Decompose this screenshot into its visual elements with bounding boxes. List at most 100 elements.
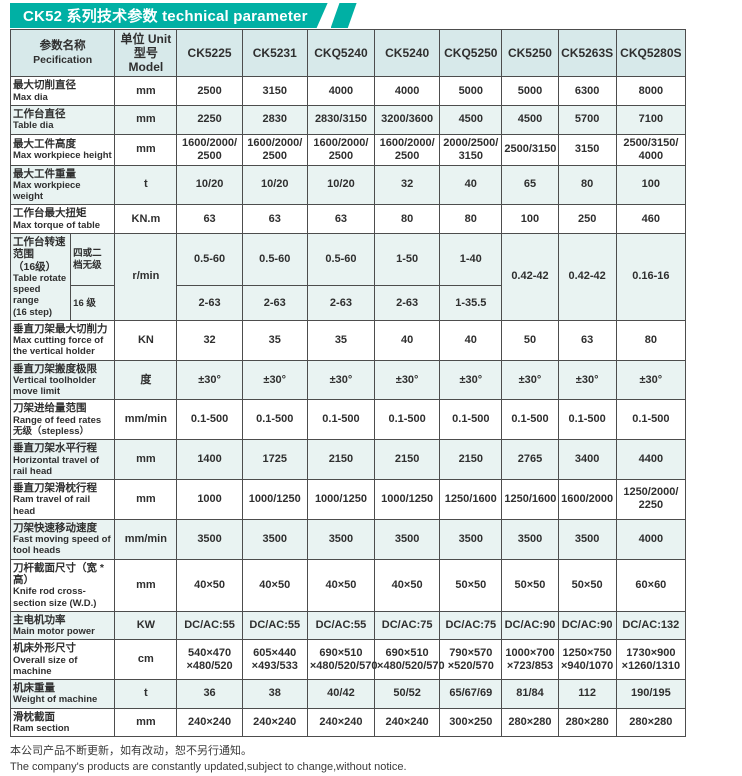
value-cell: 0.1-500 bbox=[241, 399, 308, 441]
param-label-cell: 最大切削直径 Max dia bbox=[9, 76, 116, 107]
value-cell: 0.1-500 bbox=[306, 399, 376, 441]
value-cell: 3150 bbox=[241, 76, 308, 107]
unit-cell: cm bbox=[114, 639, 178, 681]
value-cell: 63 bbox=[241, 204, 308, 234]
unit-cell: mm bbox=[114, 707, 178, 738]
value-cell: ±30° bbox=[501, 359, 559, 401]
value-cell: 690×510 ×480/520/570 bbox=[306, 639, 377, 681]
value-cell: 280×280 bbox=[557, 707, 617, 738]
param-label-cell: 刀杆截面尺寸（宽 * 高） Knife rod cross-section siz… bbox=[9, 558, 116, 612]
param-label-zh: 工作台直径 bbox=[13, 108, 66, 121]
value-cell: 3500 bbox=[557, 518, 617, 560]
footer-note-zh: 本公司产品不断更新，如有改动，恕不另行通知。 bbox=[10, 745, 252, 758]
param-label-cell: 垂直刀架滑枕行程 Ram travel of rail head bbox=[9, 478, 116, 520]
param-label-en: Table dia bbox=[13, 120, 54, 132]
value-cell: 1250×750 ×940/1070 bbox=[557, 639, 617, 681]
table-row: 主电机功率 Main motor power KW DC/AC:55 DC/AC:55 D… bbox=[9, 610, 687, 641]
model-header: CKQ5250 bbox=[439, 28, 503, 78]
value-cell: 36 bbox=[176, 679, 243, 709]
value-cell: 2-63 bbox=[306, 285, 376, 321]
value-cell: 1250/1600 bbox=[501, 478, 559, 520]
section-banner: CK52 系列技术参数 technical parameter bbox=[10, 3, 742, 28]
value-cell: 1600/2000/ 2500 bbox=[241, 133, 308, 166]
param-label-zh: 工作台最大扭矩 bbox=[13, 207, 87, 220]
param-label-cell: 滑枕截面 Ram section bbox=[9, 707, 116, 738]
model-header: CKQ5280S bbox=[615, 28, 687, 78]
unit-model-header: 单位 Unit 型号 Model bbox=[114, 28, 178, 78]
value-cell: 10/20 bbox=[306, 164, 376, 206]
value-cell: 50×50 bbox=[439, 558, 503, 612]
model-header: CK5225 bbox=[176, 28, 243, 78]
value-cell: 50×50 bbox=[501, 558, 559, 612]
value-cell: 5000 bbox=[439, 76, 503, 107]
param-label-en: Max cutting force of the vertical holder bbox=[13, 335, 104, 358]
value-cell: 1000/1250 bbox=[374, 478, 441, 520]
table-row: 垂直刀架搬度极限 Vertical toolholder move limit 度 ±… bbox=[9, 359, 687, 401]
value-cell: 2-63 bbox=[241, 285, 308, 321]
param-label-zh: 主电机功率 bbox=[13, 613, 66, 626]
param-label-zh: 垂直刀架滑枕行程 bbox=[13, 481, 97, 494]
table-row: 刀杆截面尺寸（宽 * 高） Knife rod cross-section siz… bbox=[9, 558, 687, 612]
value-cell: 1000 bbox=[176, 478, 243, 520]
value-cell: 40/42 bbox=[306, 679, 376, 709]
banner-title: CK52 系列技术参数 technical parameter bbox=[10, 3, 328, 28]
value-cell: DC/AC:55 bbox=[241, 610, 308, 641]
value-cell: 8000 bbox=[615, 76, 687, 107]
unit-cell: mm/min bbox=[114, 399, 178, 441]
value-cell: 0.1-500 bbox=[439, 399, 503, 441]
param-label-cell: 垂直刀架最大切削力 Max cutting force of the vertic… bbox=[9, 319, 116, 361]
value-cell: 1250/1600 bbox=[439, 478, 503, 520]
param-label-zh: 最大工件高度 bbox=[13, 137, 76, 150]
table-row: 最大切削直径 Max dia mm 2500 3150 4000 4000 5000 5000 6… bbox=[9, 76, 687, 107]
value-cell: 40 bbox=[439, 319, 503, 361]
value-cell: 60×60 bbox=[615, 558, 687, 612]
value-cell: 2-63 bbox=[176, 285, 243, 321]
value-cell: 540×470 ×480/520 bbox=[176, 639, 243, 681]
value-cell: 1250/2000/ 2250 bbox=[615, 478, 687, 520]
param-label-en: Knife rod cross-section size (W.D.) bbox=[13, 586, 97, 609]
param-label-en: Table rotate speed range (16 step) bbox=[13, 273, 67, 318]
value-cell: 190/195 bbox=[615, 679, 687, 709]
param-sub-label-cell: 四或二 档无级 bbox=[70, 232, 116, 287]
value-cell: DC/AC:55 bbox=[176, 610, 243, 641]
value-cell: 63 bbox=[306, 204, 376, 234]
value-cell: 1600/2000/ 2500 bbox=[176, 133, 243, 166]
model-header: CK5250 bbox=[501, 28, 559, 78]
value-cell: 280×280 bbox=[615, 707, 687, 738]
value-cell: 4500 bbox=[501, 105, 559, 135]
param-label-zh: 刀杆截面尺寸（宽 * 高） bbox=[13, 561, 105, 586]
param-label-zh: 工作台转速范围 （16级） bbox=[13, 235, 66, 273]
param-name-header-en: Pecification bbox=[33, 53, 93, 66]
unit-header-line1: 单位 Unit bbox=[120, 32, 172, 46]
value-cell: 50/52 bbox=[374, 679, 441, 709]
value-cell: DC/AC:55 bbox=[306, 610, 376, 641]
unit-cell: mm bbox=[114, 133, 178, 166]
param-label-en: Fast moving speed of tool heads bbox=[13, 534, 111, 557]
value-cell: 40×50 bbox=[306, 558, 376, 612]
value-cell: 1600/2000/ 2500 bbox=[374, 133, 441, 166]
value-cell: 2830 bbox=[241, 105, 308, 135]
model-header: CK5231 bbox=[241, 28, 308, 78]
value-cell: 80 bbox=[557, 164, 617, 206]
value-cell: ±30° bbox=[374, 359, 441, 401]
value-cell: 1000/1250 bbox=[241, 478, 308, 520]
param-label-cell: 最大工件重量 Max workpiece weight bbox=[9, 164, 116, 206]
param-label-zh: 最大切削直径 bbox=[13, 79, 76, 92]
value-cell: 65 bbox=[501, 164, 559, 206]
value-cell: 1000×700 ×723/853 bbox=[501, 639, 559, 681]
value-cell: 460 bbox=[615, 204, 687, 234]
value-cell: 50 bbox=[501, 319, 559, 361]
value-cell: 240×240 bbox=[306, 707, 376, 738]
param-label-en: Ram section bbox=[13, 723, 70, 735]
value-cell: 690×510 ×480/520/570 bbox=[374, 639, 445, 681]
unit-cell: 度 bbox=[114, 359, 178, 401]
param-label-cell: 工作台直径 Table dia bbox=[9, 105, 116, 135]
unit-cell: t bbox=[114, 164, 178, 206]
unit-cell: KN bbox=[114, 319, 178, 361]
value-cell: 250 bbox=[557, 204, 617, 234]
param-label-en: Vertical toolholder move limit bbox=[13, 375, 96, 398]
table-row: 工作台最大扭矩 Max torque of table KN.m 63 63 63 80 80… bbox=[9, 204, 687, 234]
value-cell: 0.1-500 bbox=[557, 399, 617, 441]
value-cell: 2150 bbox=[306, 439, 376, 480]
value-cell: ±30° bbox=[306, 359, 376, 401]
